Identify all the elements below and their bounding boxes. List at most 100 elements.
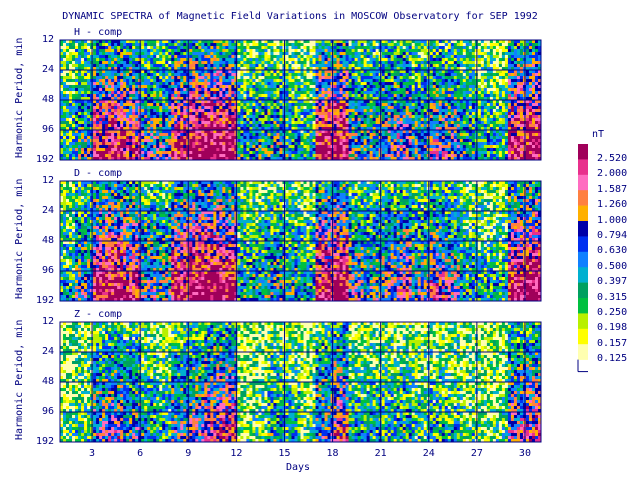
- spectrum-cell: [141, 121, 144, 124]
- spectrum-cell: [219, 142, 222, 145]
- spectrum-cell: [400, 100, 403, 103]
- spectrum-cell: [270, 61, 273, 64]
- spectrum-cell: [249, 52, 252, 55]
- spectrum-cell: [252, 40, 255, 43]
- spectrum-cell: [84, 61, 87, 64]
- spectrum-cell: [313, 82, 316, 85]
- spectrum-cell: [313, 94, 316, 97]
- spectrum-cell: [328, 76, 331, 79]
- spectrum-cell: [319, 103, 322, 106]
- spectrum-cell: [243, 61, 246, 64]
- spectrum-cell: [219, 82, 222, 85]
- spectrum-cell: [114, 133, 117, 136]
- spectrum-cell: [141, 136, 144, 139]
- spectrum-cell: [228, 151, 231, 154]
- spectrum-cell: [325, 49, 328, 52]
- spectrum-cell: [358, 52, 361, 55]
- spectrum-cell: [376, 124, 379, 127]
- spectrum-cell: [207, 139, 210, 142]
- spectrum-cell: [207, 58, 210, 61]
- spectrum-cell: [267, 52, 270, 55]
- spectrum-cell: [135, 103, 138, 106]
- spectrum-cell: [135, 112, 138, 115]
- spectrum-cell: [207, 142, 210, 145]
- spectrum-cell: [150, 94, 153, 97]
- spectrum-cell: [237, 115, 240, 118]
- spectrum-cell: [192, 130, 195, 133]
- spectrum-cell: [394, 121, 397, 124]
- spectrum-cell: [144, 109, 147, 112]
- spectrum-cell: [294, 145, 297, 148]
- spectrum-cell: [216, 91, 219, 94]
- spectrum-cell: [102, 100, 105, 103]
- spectrum-cell: [222, 91, 225, 94]
- spectrum-cell: [288, 148, 291, 151]
- spectrum-cell: [126, 94, 129, 97]
- spectrum-cell: [210, 40, 213, 43]
- spectrum-cell: [421, 46, 424, 49]
- spectrum-cell: [249, 109, 252, 112]
- spectrum-cell: [249, 133, 252, 136]
- spectrum-cell: [60, 133, 63, 136]
- spectrum-cell: [349, 49, 352, 52]
- spectrum-cell: [225, 103, 228, 106]
- spectrum-cell: [255, 103, 258, 106]
- spectrum-cell: [135, 148, 138, 151]
- spectrum-cell: [433, 76, 436, 79]
- spectrum-cell: [219, 88, 222, 91]
- spectrum-cell: [307, 124, 310, 127]
- spectrum-cell: [66, 115, 69, 118]
- spectrum-cell: [225, 109, 228, 112]
- spectrum-cell: [183, 46, 186, 49]
- spectrum-cell: [225, 88, 228, 91]
- spectrum-cell: [304, 40, 307, 43]
- spectrum-cell: [78, 103, 81, 106]
- spectrum-cell: [198, 82, 201, 85]
- spectrum-cell: [385, 58, 388, 61]
- spectrum-cell: [177, 73, 180, 76]
- spectrum-cell: [174, 55, 177, 58]
- spectrum-cell: [213, 133, 216, 136]
- spectrum-cell: [111, 58, 114, 61]
- spectrum-cell: [177, 112, 180, 115]
- spectrum-cell: [310, 52, 313, 55]
- spectrum-cell: [421, 121, 424, 124]
- spectrum-cell: [105, 124, 108, 127]
- spectrum-cell: [108, 40, 111, 43]
- spectrum-cell: [159, 133, 162, 136]
- spectrum-cell: [174, 103, 177, 106]
- spectrum-cell: [93, 130, 96, 133]
- spectrum-cell: [87, 112, 90, 115]
- spectrum-cell: [87, 61, 90, 64]
- spectrum-cell: [195, 115, 198, 118]
- spectrum-cell: [243, 100, 246, 103]
- spectrum-cell: [415, 130, 418, 133]
- spectrum-cell: [355, 64, 358, 67]
- spectrum-cell: [397, 43, 400, 46]
- spectrum-cell: [174, 43, 177, 46]
- spectrum-cell: [276, 70, 279, 73]
- spectrum-cell: [267, 61, 270, 64]
- spectrum-cell: [72, 70, 75, 73]
- spectrum-cell: [60, 151, 63, 154]
- spectrum-cell: [72, 88, 75, 91]
- spectrum-cell: [316, 43, 319, 46]
- spectrum-cell: [249, 61, 252, 64]
- spectrum-cell: [162, 115, 165, 118]
- spectrum-cell: [180, 106, 183, 109]
- spectrum-cell: [406, 79, 409, 82]
- spectrum-cell: [430, 142, 433, 145]
- spectrum-cell: [222, 118, 225, 121]
- spectrum-cell: [78, 106, 81, 109]
- spectrum-cell: [288, 61, 291, 64]
- spectrum-cell: [84, 106, 87, 109]
- spectrum-cell: [75, 100, 78, 103]
- spectrum-cell: [343, 148, 346, 151]
- spectrum-cell: [328, 118, 331, 121]
- spectrum-cell: [126, 49, 129, 52]
- spectrum-cell: [102, 139, 105, 142]
- spectrum-cell: [412, 61, 415, 64]
- spectrum-cell: [340, 55, 343, 58]
- spectrum-cell: [273, 106, 276, 109]
- spectrum-cell: [310, 106, 313, 109]
